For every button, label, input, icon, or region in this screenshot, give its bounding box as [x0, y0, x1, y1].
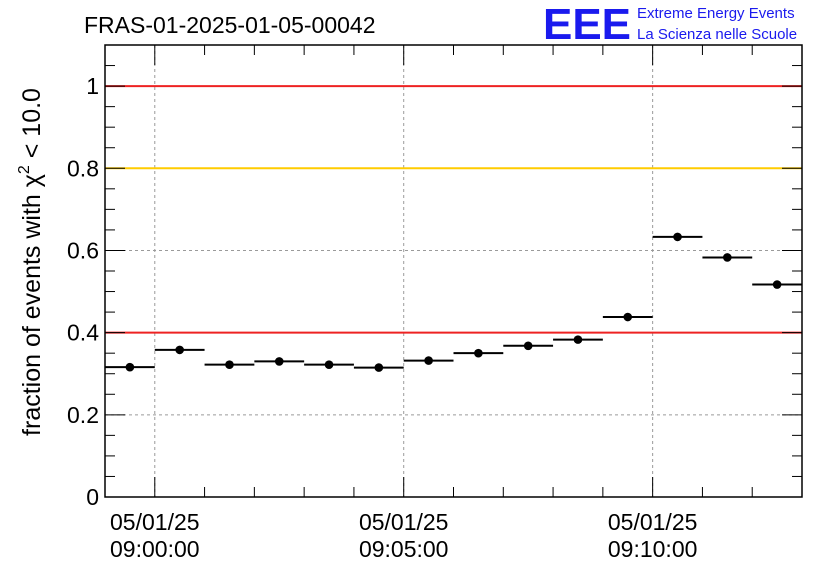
logo-letters: EEE: [543, 0, 631, 49]
data-point: [424, 356, 433, 365]
data-points: [105, 232, 802, 372]
data-point: [474, 348, 483, 358]
reference-lines: [105, 85, 802, 334]
y-axis-label: fraction of events with χ2 < 10.0: [16, 88, 46, 436]
plot-frame: [104, 44, 803, 498]
logo-line-2: La Scienza nelle Scuole: [637, 26, 797, 43]
y-axis-label-symbol: χ: [18, 174, 46, 187]
data-point: [523, 341, 533, 351]
y-tick-label: 1: [86, 73, 99, 99]
data-point: [623, 312, 633, 322]
y-tick-label: 0.4: [67, 320, 99, 346]
y-axis-label-prefix: fraction of events with: [18, 187, 46, 436]
x-tick-label-time: 09:05:00: [359, 536, 449, 562]
x-tick-label-date: 05/01/25: [110, 509, 200, 535]
x-tick-label-time: 09:10:00: [608, 536, 698, 562]
data-point: [125, 362, 135, 372]
x-tick-label-date: 05/01/25: [608, 509, 698, 535]
data-point: [175, 345, 184, 355]
axes: [104, 44, 803, 498]
data-point: [723, 253, 732, 262]
eee-logo: EEE Extreme Energy Events La Scienza nel…: [543, 0, 797, 49]
y-tick-label: 0.6: [67, 237, 99, 263]
x-tick-label-date: 05/01/25: [359, 509, 449, 535]
y-tick-label: 0.8: [67, 155, 99, 181]
x-tick-label-time: 09:00:00: [110, 536, 200, 562]
y-tick-label: 0: [86, 484, 99, 510]
y-tick-label: 0.2: [67, 402, 99, 428]
y-axis-label-superscript: 2: [16, 165, 33, 174]
data-point: [673, 232, 682, 242]
grid: [105, 45, 802, 497]
data-point: [225, 360, 234, 369]
logo-line-1: Extreme Energy Events: [637, 5, 795, 22]
data-point: [772, 280, 782, 289]
data-point: [324, 360, 334, 369]
data-point: [374, 363, 384, 372]
x-ticks: 05/01/2509:00:0005/01/2509:05:0005/01/25…: [104, 45, 803, 562]
y-ticks: 0 0.2 0.4 0.6 0.8 1: [67, 44, 802, 510]
data-point: [573, 335, 583, 344]
data-point: [274, 357, 284, 366]
y-axis-label-suffix: < 10.0: [18, 88, 46, 165]
chart-title: FRAS-01-2025-01-05-00042: [84, 12, 376, 38]
